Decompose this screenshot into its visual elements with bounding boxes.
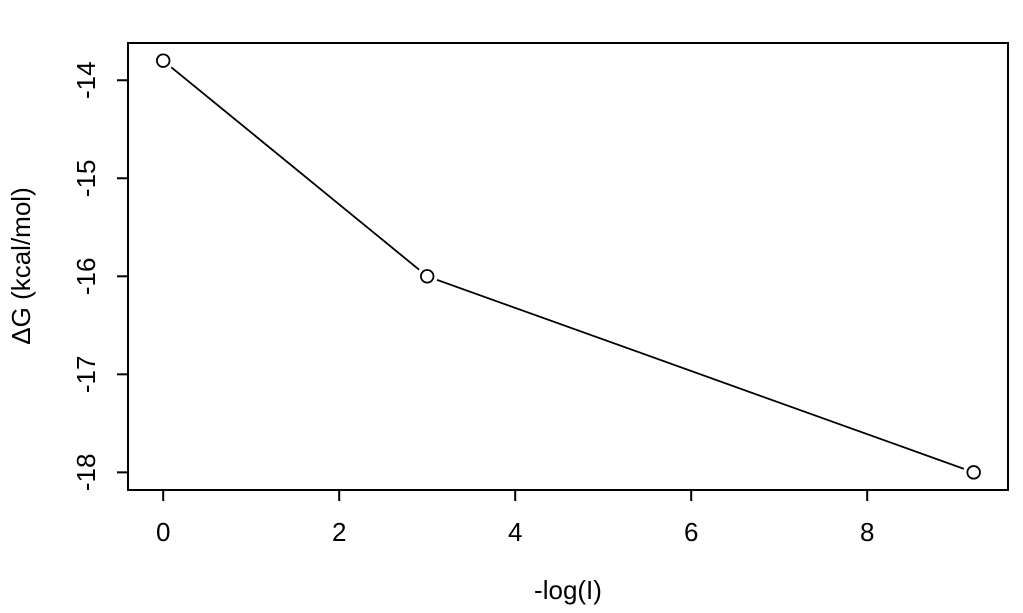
- x-axis-tick-label: 6: [684, 517, 698, 547]
- plot-border: [127, 42, 1009, 491]
- y-axis-tick-label: -15: [71, 159, 101, 197]
- y-axis-tick-label: -17: [71, 356, 101, 394]
- y-axis-title: ΔG (kcal/mol): [6, 187, 36, 345]
- x-axis-tick-label: 0: [156, 517, 170, 547]
- x-axis-tick-label: 4: [508, 517, 522, 547]
- y-axis-tick-label: -16: [71, 258, 101, 296]
- y-axis-tick-label: -18: [71, 454, 101, 492]
- data-line: [162, 59, 974, 474]
- y-axis-tick-label: -14: [71, 61, 101, 99]
- x-axis-title: -log(I): [534, 575, 602, 605]
- x-axis-tick-label: 2: [332, 517, 346, 547]
- plot-area: 0 2 4 6 8 -14 -15 -16 -17 -18: [71, 42, 1009, 547]
- data-point: [155, 53, 171, 68]
- x-axis-tick-label: 8: [860, 517, 874, 547]
- data-point: [966, 465, 981, 480]
- data-point: [420, 269, 435, 284]
